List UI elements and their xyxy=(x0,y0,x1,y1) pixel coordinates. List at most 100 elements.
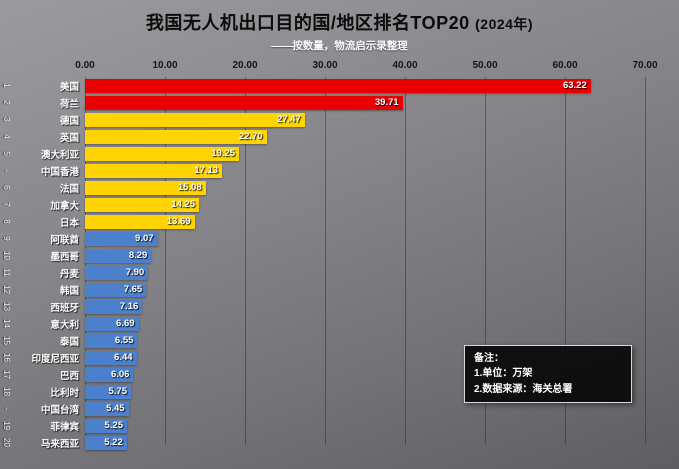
grid-line xyxy=(645,77,646,445)
note-box: 备注： 1.单位：万架 2.数据来源：海关总署 xyxy=(464,344,632,403)
value-label: 5.25 xyxy=(104,420,124,431)
bar-row: 6 法国 15.08 xyxy=(0,179,679,196)
bar-row: 16 印度尼西亚 6.44 xyxy=(0,349,679,366)
value-label: 6.55 xyxy=(114,335,134,346)
bar-row: 4 英国 22.70 xyxy=(0,128,679,145)
country-label: 比利时 xyxy=(50,387,79,399)
bar-track: 14.25 xyxy=(85,197,645,212)
bar-track: 6.55 xyxy=(85,333,645,348)
value-label: 14.25 xyxy=(171,199,195,210)
bar-track: 7.90 xyxy=(85,265,645,280)
value-label: 63.22 xyxy=(562,80,587,91)
rank-label: 7 xyxy=(2,202,11,207)
bar: 7.65 xyxy=(85,282,147,297)
bar: 6.55 xyxy=(85,333,138,348)
value-label: 9.07 xyxy=(135,233,154,244)
value-label: 7.16 xyxy=(119,301,139,312)
bar-track: 39.71 xyxy=(85,95,645,110)
bar-row: 2 荷兰 39.71 xyxy=(0,94,679,111)
note-lines: 1.单位：万架 2.数据来源：海关总署 xyxy=(474,366,622,397)
rank-label: 18 xyxy=(2,387,11,396)
country-label: 韩国 xyxy=(59,285,79,297)
country-label: 西班牙 xyxy=(50,302,79,314)
bar: 17.13 xyxy=(85,163,223,178)
bar-row: 11 丹麦 7.90 xyxy=(0,264,679,281)
country-label: 荷兰 xyxy=(59,98,79,110)
bar: 7.16 xyxy=(85,299,143,314)
rank-label: 2 xyxy=(2,100,11,105)
bar: 8.29 xyxy=(85,248,152,263)
bar-row: 17 巴西 6.06 xyxy=(0,366,679,383)
grid-line xyxy=(165,77,166,445)
grid-line xyxy=(245,77,246,445)
rank-label: 3 xyxy=(2,117,11,122)
note-line: 1.单位：万架 xyxy=(474,368,533,379)
value-label: 6.06 xyxy=(110,369,130,380)
value-label: 39.71 xyxy=(374,97,399,108)
country-label: 泰国 xyxy=(59,336,79,348)
bar-track: 8.29 xyxy=(85,248,645,263)
country-label: 阿联酋 xyxy=(50,234,79,246)
chart-subtitle: ——按数量，物流启示录整理 xyxy=(271,40,408,52)
bar-track: 15.08 xyxy=(85,180,645,195)
bar-row: - 中国香港 17.13 xyxy=(0,162,679,179)
rank-label: 17 xyxy=(2,370,11,379)
bar: 14.25 xyxy=(85,197,199,212)
bar: 15.08 xyxy=(85,180,206,195)
rank-label: 20 xyxy=(2,438,11,447)
rank-label: 6 xyxy=(2,185,11,190)
x-tick: 40.00 xyxy=(392,60,418,71)
bar-row: 20 马来西亚 5.22 xyxy=(0,434,679,451)
bar-row: - 中国台湾 5.45 xyxy=(0,400,679,417)
rank-label: 19 xyxy=(2,421,11,430)
value-label: 19.25 xyxy=(211,148,235,159)
bar-track: 7.16 xyxy=(85,299,645,314)
country-label: 马来西亚 xyxy=(40,438,79,450)
rank-label: 11 xyxy=(2,268,11,277)
country-label: 巴西 xyxy=(59,370,79,382)
bar-track: 6.06 xyxy=(85,367,645,382)
note-title: 备注： xyxy=(474,352,504,364)
x-tick: 20.00 xyxy=(232,60,258,71)
bar-rows: 1 美国 63.22 2 荷兰 39.71 3 德国 27.47 4 英国 22.70 5 澳大利亚 19.… xyxy=(0,77,679,451)
bar-track: 9.07 xyxy=(85,231,645,246)
value-label: 7.65 xyxy=(123,284,143,295)
rank-label: - xyxy=(2,407,11,410)
bar-track: 17.13 xyxy=(85,163,645,178)
grid-line xyxy=(485,77,486,445)
bar: 22.70 xyxy=(85,129,267,144)
bar: 39.71 xyxy=(85,95,403,110)
value-label: 5.75 xyxy=(108,386,128,397)
bar: 6.44 xyxy=(85,350,137,365)
bar-row: 7 加拿大 14.25 xyxy=(0,196,679,213)
country-label: 中国台湾 xyxy=(40,404,79,416)
grid-line xyxy=(325,77,326,445)
bar-track: 7.65 xyxy=(85,282,645,297)
value-label: 7.90 xyxy=(125,267,145,278)
country-label: 澳大利亚 xyxy=(40,149,79,161)
bar-track: 19.25 xyxy=(85,146,645,161)
value-label: 8.29 xyxy=(128,250,148,261)
bar-track: 6.69 xyxy=(85,316,645,331)
rank-label: 10 xyxy=(2,251,11,260)
bar-track: 5.25 xyxy=(85,418,645,433)
bar-track: 6.44 xyxy=(85,350,645,365)
bar-track: 5.45 xyxy=(85,401,645,416)
bar: 7.90 xyxy=(85,265,149,280)
chart-title-year: (2024年) xyxy=(475,16,534,32)
country-label: 美国 xyxy=(59,81,79,93)
x-axis: 0.00 10.00 20.00 30.00 40.00 50.00 60.00 70.00 xyxy=(75,60,657,74)
country-label: 加拿大 xyxy=(50,200,79,212)
country-label: 德国 xyxy=(59,115,79,127)
bar: 5.22 xyxy=(85,435,127,450)
rank-label: 15 xyxy=(2,336,11,345)
bar-row: 13 西班牙 7.16 xyxy=(0,298,679,315)
bar-row: 1 美国 63.22 xyxy=(0,77,679,94)
rank-label: - xyxy=(2,169,11,172)
bar: 6.69 xyxy=(85,316,139,331)
grid-line xyxy=(405,77,406,445)
bar: 63.22 xyxy=(85,78,591,93)
value-label: 6.44 xyxy=(114,352,133,363)
value-label: 5.22 xyxy=(104,437,123,448)
